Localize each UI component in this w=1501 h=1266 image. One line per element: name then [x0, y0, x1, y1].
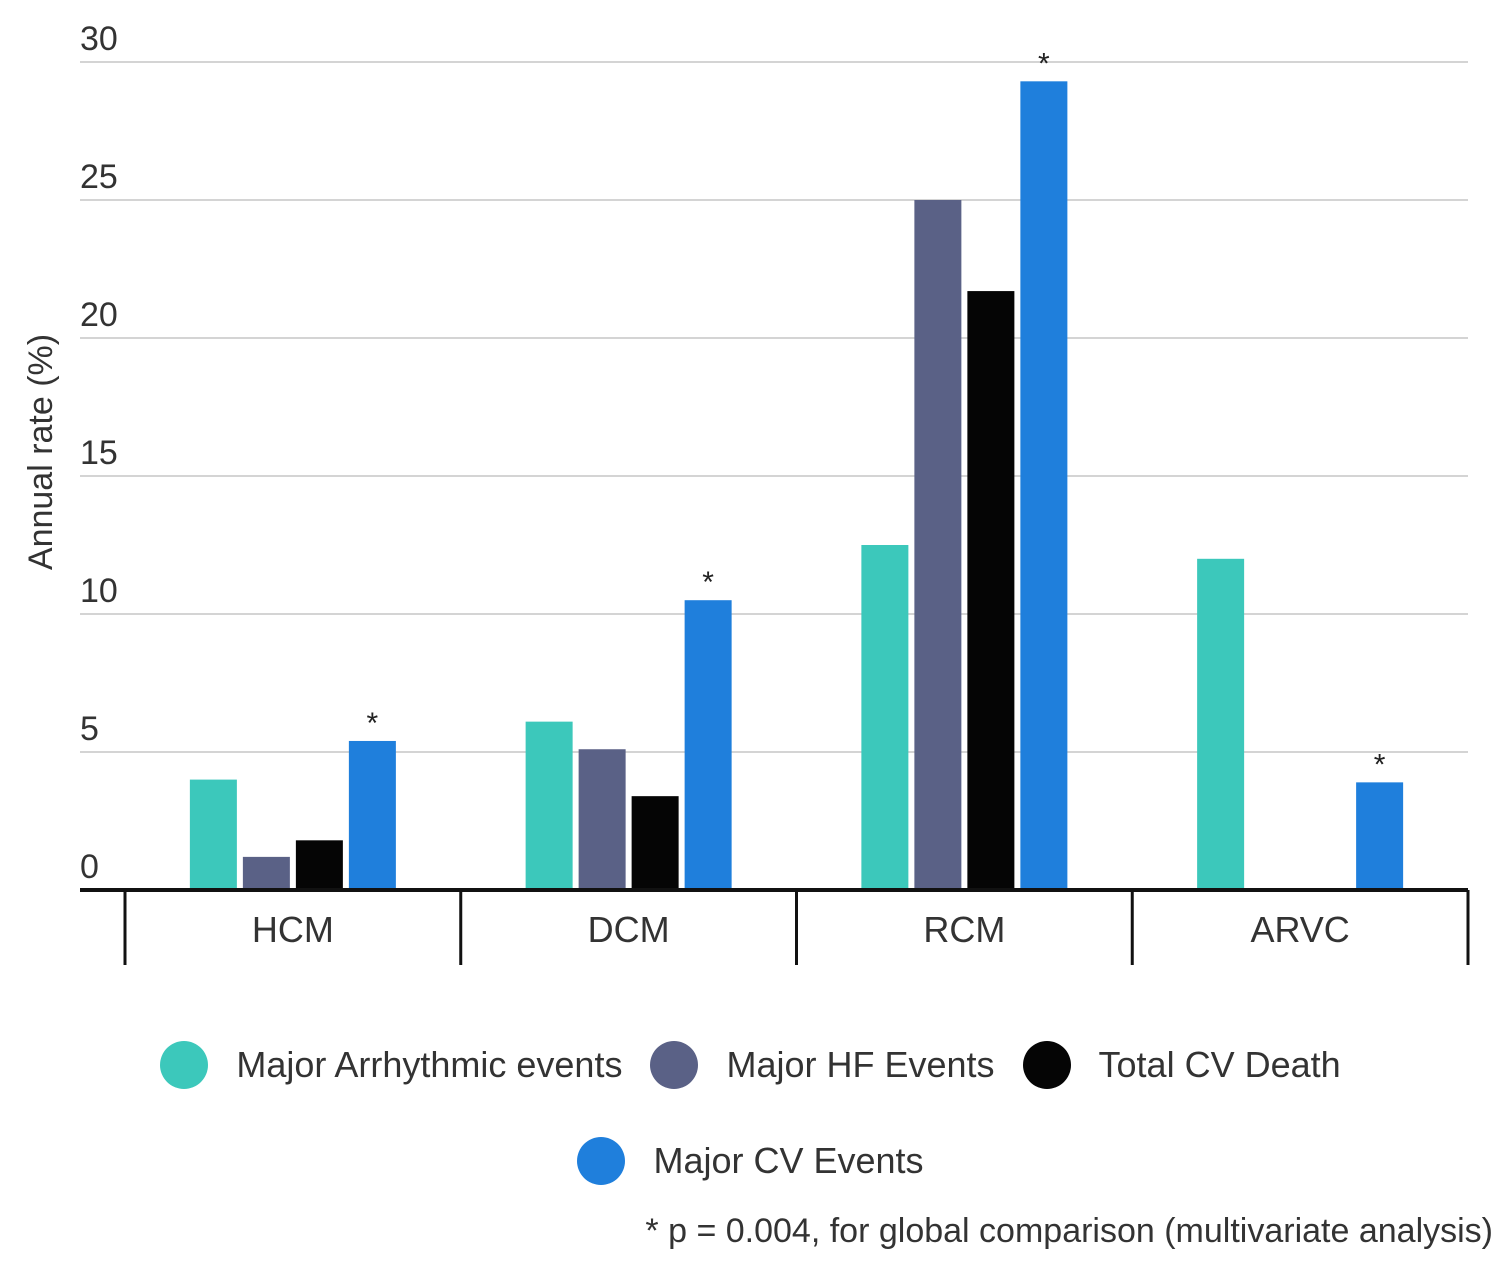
bar — [242, 856, 290, 890]
bar — [295, 840, 343, 890]
footnote: * p = 0.004, for global comparison (mult… — [645, 1212, 1493, 1250]
y-tick-label: 5 — [80, 710, 99, 748]
legend-item-major-hf: Major HF Events — [650, 1041, 995, 1089]
legend-label: Major CV Events — [653, 1140, 924, 1181]
bar — [914, 200, 962, 890]
legend-label: Total CV Death — [1098, 1044, 1341, 1085]
bar — [631, 796, 679, 890]
y-tick-label: 10 — [80, 572, 118, 610]
bar — [578, 749, 626, 890]
legend-row-2: Major CV Events — [0, 1116, 1501, 1206]
legend-item-total-cv-death: Total CV Death — [1022, 1041, 1341, 1089]
legend-item-major-cv: Major CV Events — [577, 1137, 924, 1185]
y-axis-title: Annual rate (%) — [22, 334, 60, 570]
x-axis-categories: HCM DCM RCM ARVC — [252, 909, 1350, 950]
bar — [861, 545, 909, 890]
x-category-label: HCM — [252, 909, 334, 950]
gridlines — [80, 61, 1468, 753]
significance-marker: * — [367, 707, 379, 740]
bar-chart: 0 5 10 15 20 25 30 Annual rate (%) * * * * HCM DCM… — [22, 20, 1470, 965]
bars: * * * * — [189, 47, 1404, 891]
legend-row-1: Major Arrhythmic events Major HF Events … — [0, 1020, 1501, 1110]
y-tick-label: 25 — [80, 158, 118, 196]
bar — [189, 779, 237, 890]
y-tick-label: 0 — [80, 848, 99, 886]
legend-item-major-arrhythmic: Major Arrhythmic events — [160, 1041, 622, 1089]
legend-swatch-icon — [1022, 1041, 1071, 1089]
significance-marker: * — [1374, 748, 1386, 781]
bar — [1197, 558, 1245, 890]
x-category-label: ARVC — [1250, 909, 1349, 950]
bar — [684, 600, 732, 890]
bar — [348, 740, 396, 890]
legend-swatch-icon — [577, 1137, 626, 1185]
y-tick-label: 20 — [80, 296, 118, 334]
bar — [967, 291, 1015, 891]
x-category-label: DCM — [588, 909, 670, 950]
legend-swatch-icon — [650, 1041, 699, 1089]
bar — [1356, 782, 1404, 890]
legend-label: Major Arrhythmic events — [236, 1044, 623, 1085]
legend: Major Arrhythmic events Major HF Events … — [0, 1020, 1501, 1206]
x-category-label: RCM — [923, 909, 1005, 950]
y-tick-label: 15 — [80, 434, 118, 472]
y-tick-label: 30 — [80, 20, 118, 58]
legend-swatch-icon — [160, 1041, 209, 1089]
legend-label: Major HF Events — [726, 1044, 995, 1085]
significance-marker: * — [1038, 47, 1050, 80]
bar — [1020, 81, 1068, 890]
bar — [525, 721, 573, 890]
y-axis-ticks: 0 5 10 15 20 25 30 — [80, 20, 118, 886]
x-axis — [80, 888, 1470, 965]
significance-marker: * — [702, 566, 714, 599]
